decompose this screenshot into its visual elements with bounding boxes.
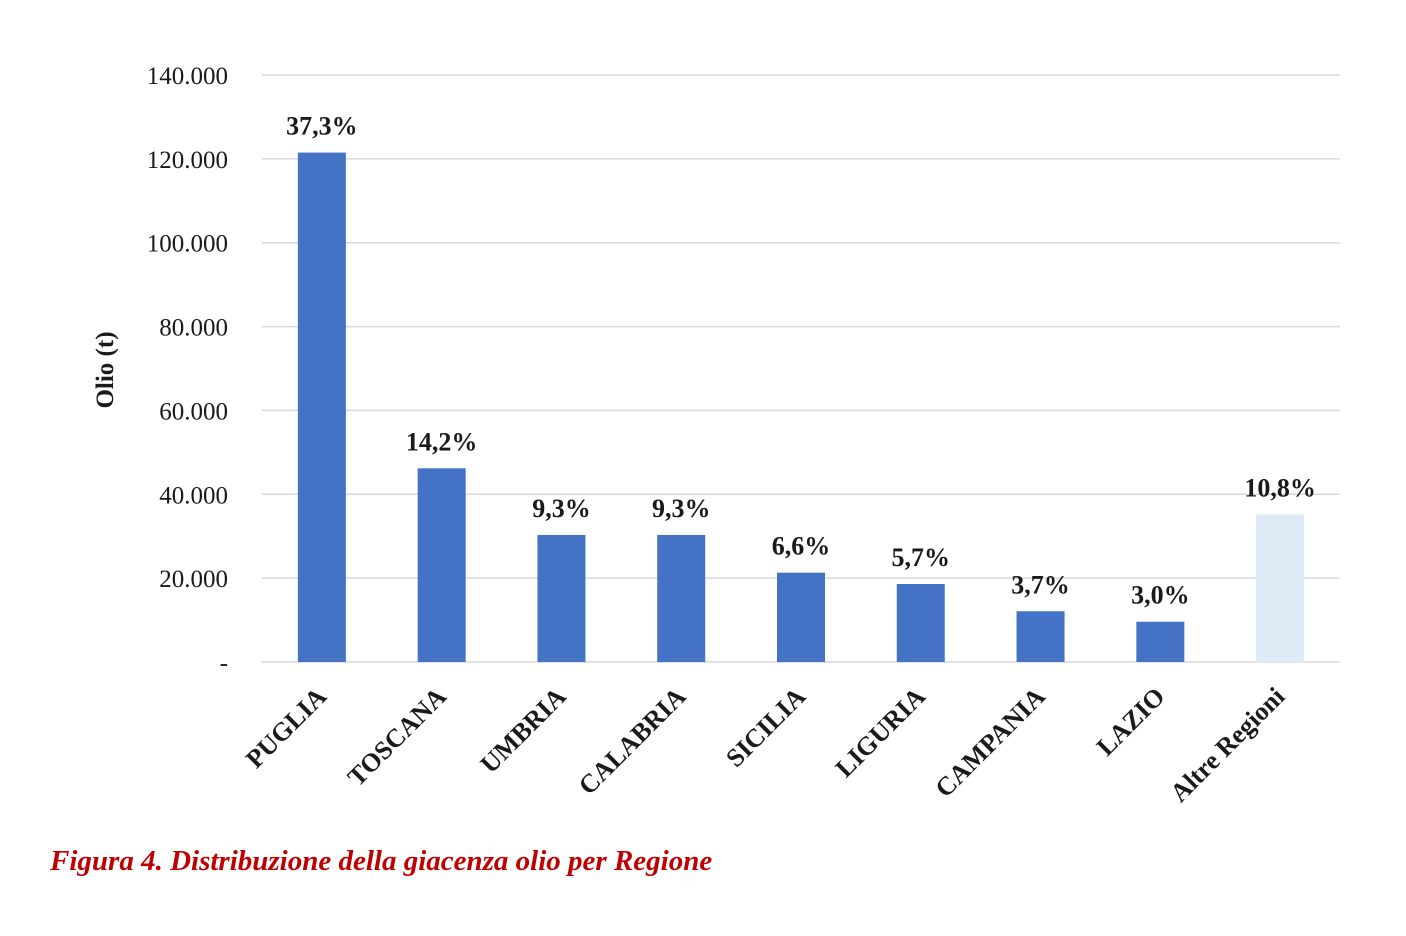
category-label: CAMPANIA [930, 682, 1051, 803]
bar-chart: - 20.000 40.000 60.000 80.000 100.000 120.000 1… [92, 63, 1340, 808]
bar [1256, 514, 1305, 662]
bar [1136, 621, 1185, 662]
data-label: 10,8% [1244, 473, 1316, 502]
data-label: 3,0% [1131, 581, 1190, 610]
y-tick-label: 80.000 [159, 315, 228, 342]
category-label: LAZIO [1091, 682, 1171, 762]
y-tick-label: - [220, 650, 228, 677]
category-label: CALABRIA [573, 682, 692, 801]
data-label: 9,3% [532, 494, 591, 523]
y-tick-label: 20.000 [159, 566, 228, 593]
data-label: 14,2% [406, 427, 478, 456]
figure-caption: Figura 4. Distribuzione della giacenza o… [50, 845, 713, 877]
bar [417, 468, 466, 662]
bar [896, 584, 945, 662]
data-label: 5,7% [892, 543, 951, 572]
y-tick-label: 120.000 [147, 147, 228, 174]
bar [1016, 611, 1065, 662]
data-label: 3,7% [1011, 570, 1070, 599]
bar [777, 572, 825, 662]
y-axis-label: Olio (t) [92, 331, 119, 408]
y-tick-label: 40.000 [159, 482, 228, 509]
data-label: 37,3% [286, 112, 358, 141]
bar [537, 534, 586, 662]
y-tick-label: 100.000 [147, 231, 228, 258]
data-labels: 37,3% 14,2% 9,3% 9,3% 6,6% 5,7% 3,7% 3,0% 10,8% [286, 112, 1316, 610]
x-axis-category-labels: PUGLIA TOSCANA UMBRIA CALABRIA SICILIA LIGURI… [240, 682, 1290, 808]
y-tick-label: 140.000 [147, 63, 228, 90]
data-label: 6,6% [772, 532, 831, 561]
bars [297, 152, 1305, 662]
y-tick-label: 60.000 [159, 398, 228, 425]
category-label: PUGLIA [240, 682, 332, 774]
data-label: 9,3% [652, 494, 711, 523]
y-axis-tick-labels: - 20.000 40.000 60.000 80.000 100.000 120.000 1… [147, 63, 228, 677]
category-label: Altre Regioni [1164, 682, 1290, 808]
category-label: LIGURIA [830, 682, 931, 783]
category-label: UMBRIA [475, 682, 572, 779]
category-label: SICILIA [720, 682, 811, 773]
bar [657, 534, 706, 662]
category-label: TOSCANA [342, 682, 452, 792]
bar [297, 152, 346, 662]
